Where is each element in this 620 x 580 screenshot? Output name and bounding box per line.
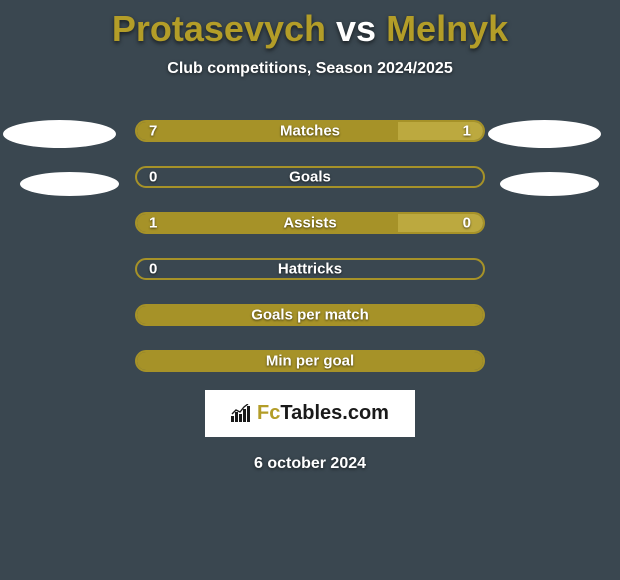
stat-row: Min per goal [135, 350, 485, 372]
stat-label: Goals [289, 169, 331, 186]
brand-dotcom: .com [342, 402, 389, 425]
stat-row: 0 Goals [135, 166, 485, 188]
brand-fc: Fc [257, 402, 280, 425]
decorative-ellipse [488, 120, 601, 148]
stat-label: Assists [283, 215, 336, 232]
title-player-left: Protasevych [112, 8, 326, 49]
stat-row: 1 0 Assists [135, 212, 485, 234]
comparison-card: Protasevych vs Melnyk Club competitions,… [0, 0, 620, 473]
stats-zone: 7 1 Matches 0 Goals 1 0 Assists 0 Hattricks Goals … [0, 120, 620, 372]
subtitle: Club competitions, Season 2024/2025 [0, 60, 620, 78]
decorative-ellipse [3, 120, 116, 148]
stat-label: Goals per match [251, 307, 369, 324]
brand-box: FcTables.com [205, 390, 415, 437]
stat-bar-left [137, 122, 398, 140]
stat-value-right: 1 [463, 123, 471, 140]
stat-row: 0 Hattricks [135, 258, 485, 280]
stat-value-left: 7 [149, 123, 157, 140]
stat-label: Hattricks [278, 261, 342, 278]
stat-label: Matches [280, 123, 340, 140]
page-title: Protasevych vs Melnyk [0, 8, 620, 50]
stat-row: Goals per match [135, 304, 485, 326]
stat-label: Min per goal [266, 353, 354, 370]
chart-icon [231, 404, 253, 424]
brand-text: FcTables.com [257, 402, 389, 425]
decorative-ellipse [500, 172, 599, 196]
stat-value-left: 0 [149, 169, 157, 186]
stat-row: 7 1 Matches [135, 120, 485, 142]
date: 6 october 2024 [0, 455, 620, 473]
title-vs: vs [326, 8, 386, 49]
stat-value-left: 1 [149, 215, 157, 232]
stat-value-right: 0 [463, 215, 471, 232]
stat-rows: 7 1 Matches 0 Goals 1 0 Assists 0 Hattricks Goals … [135, 120, 485, 372]
stat-value-left: 0 [149, 261, 157, 278]
decorative-ellipse [20, 172, 119, 196]
brand-tables: Tables [280, 402, 342, 425]
title-player-right: Melnyk [386, 8, 508, 49]
stat-bar-left [137, 214, 398, 232]
